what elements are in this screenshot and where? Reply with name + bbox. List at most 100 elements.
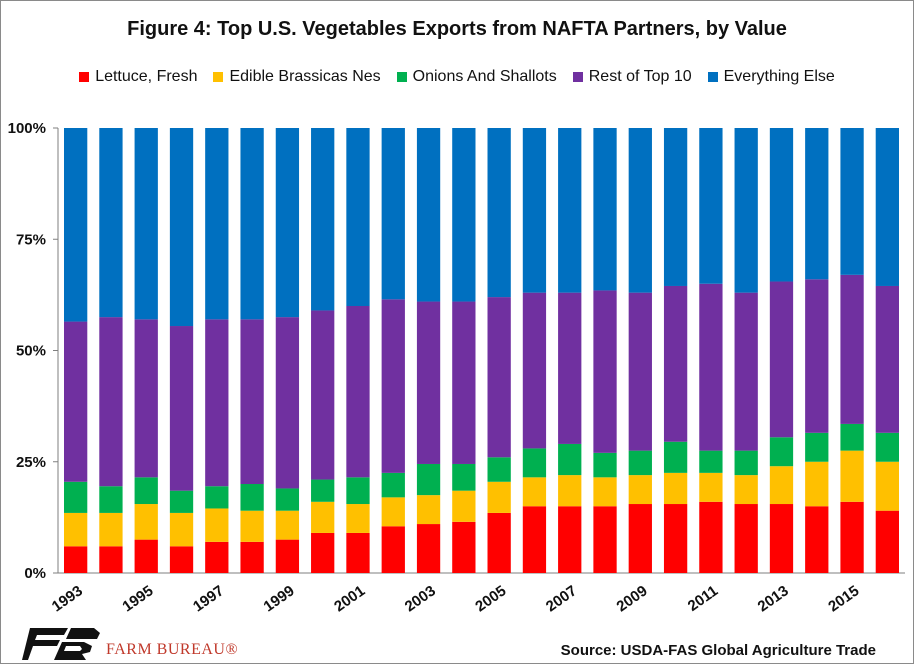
- bar-segment: [487, 457, 511, 482]
- bar-segment: [628, 292, 652, 451]
- bar-segment: [628, 128, 652, 293]
- x-tick-label: 2005: [472, 582, 509, 615]
- bar-segment: [169, 128, 194, 327]
- bar-segment: [311, 479, 335, 502]
- bar-segment: [240, 319, 264, 484]
- legend-label: Edible Brassicas Nes: [229, 68, 381, 85]
- legend-item: Everything Else: [707, 68, 835, 86]
- bar-segment: [663, 441, 688, 473]
- bar-segment: [205, 541, 229, 573]
- legend-swatch: [396, 72, 407, 82]
- bar-segment: [381, 526, 405, 573]
- bar-segment: [875, 432, 900, 462]
- bar-segment: [311, 532, 335, 573]
- bar-segment: [734, 475, 758, 505]
- bar-segment: [593, 128, 617, 291]
- farm-bureau-logo-text: FARM BUREAU®: [106, 641, 239, 658]
- bar-segment: [628, 475, 652, 505]
- bar-segment: [699, 472, 723, 502]
- bar-segment: [487, 297, 511, 458]
- bar-segment: [346, 477, 370, 505]
- x-tick-label: 2007: [543, 582, 580, 615]
- farm-bureau-logo: FARM BUREAU®: [22, 628, 238, 660]
- bar-segment: [63, 546, 88, 573]
- bar-segment: [487, 481, 511, 513]
- bar-segment: [628, 504, 652, 573]
- bar-segment: [346, 128, 370, 306]
- bar-segment: [663, 472, 688, 505]
- legend-item: Lettuce, Fresh: [79, 68, 197, 86]
- bar-segment: [99, 128, 123, 318]
- bar-segment: [769, 128, 794, 282]
- bar-segment: [522, 506, 547, 573]
- bar-segment: [558, 128, 582, 293]
- bar-segment: [769, 466, 794, 505]
- bar-segment: [805, 461, 829, 507]
- bar-segment: [63, 128, 88, 322]
- bar-segment: [311, 128, 335, 311]
- bar-segment: [63, 481, 88, 513]
- bar-segment: [346, 504, 370, 533]
- bar-segment: [275, 128, 300, 318]
- bar-segment: [593, 290, 617, 453]
- bar-segment: [593, 452, 617, 478]
- legend-label: Rest of Top 10: [588, 68, 692, 85]
- x-tick-label: 2011: [685, 582, 721, 615]
- bar-segment: [558, 292, 582, 444]
- bar-segment: [805, 279, 829, 433]
- y-tick-label: 75%: [16, 231, 46, 248]
- bar-segment: [205, 128, 229, 320]
- bar-segment: [452, 521, 476, 573]
- bar-segment: [240, 510, 264, 542]
- chart-legend: Lettuce, Fresh Edible Brassicas Nes Onions…: [0, 68, 914, 86]
- x-tick-label: 2003: [402, 582, 439, 615]
- bar-segment: [522, 128, 547, 293]
- y-tick-label: 100%: [8, 120, 46, 137]
- bar-segment: [699, 283, 723, 451]
- bar-segment: [734, 292, 758, 451]
- bar-segment: [840, 128, 864, 275]
- x-tick-label: 1995: [119, 582, 156, 615]
- bar-segment: [275, 317, 300, 489]
- bar-segment: [205, 508, 229, 542]
- bar-segment: [416, 301, 441, 464]
- bar-segment: [275, 539, 300, 573]
- bar-segment: [699, 501, 723, 573]
- bar-segment: [346, 306, 370, 478]
- bar-segment: [99, 486, 123, 513]
- bar-segment: [558, 475, 582, 507]
- bar-segment: [663, 128, 688, 286]
- bar-segment: [593, 506, 617, 573]
- bar-segment: [734, 504, 758, 573]
- bar-segment: [840, 450, 864, 502]
- y-tick-label: 25%: [16, 454, 46, 471]
- bar-segment: [311, 501, 335, 533]
- legend-swatch: [213, 72, 224, 82]
- bar-segment: [134, 128, 158, 320]
- x-tick-label: 2009: [614, 582, 651, 615]
- bar-segment: [134, 319, 158, 478]
- legend-swatch: [707, 72, 718, 82]
- x-tick-label: 2015: [825, 582, 862, 615]
- bar-segment: [734, 128, 758, 293]
- bar-segment: [381, 299, 405, 473]
- bar-segment: [522, 448, 547, 478]
- bar-segment: [769, 281, 794, 438]
- bar-segment: [805, 506, 829, 573]
- bar-segment: [769, 437, 794, 467]
- bar-segment: [769, 504, 794, 573]
- bar-segment: [240, 541, 264, 573]
- bar-segment: [522, 477, 547, 507]
- y-tick-label: 50%: [16, 343, 46, 360]
- bar-segment: [840, 501, 864, 573]
- bar-segment: [805, 432, 829, 462]
- bar-segment: [381, 128, 405, 300]
- legend-label: Lettuce, Fresh: [95, 68, 198, 85]
- bar-segment: [663, 285, 688, 442]
- bar-segment: [699, 450, 723, 473]
- bar-segment: [99, 546, 123, 573]
- bar-segment: [416, 128, 441, 302]
- legend-label: Everything Else: [723, 68, 835, 85]
- bar-segment: [558, 506, 582, 573]
- bar-segment: [452, 490, 476, 522]
